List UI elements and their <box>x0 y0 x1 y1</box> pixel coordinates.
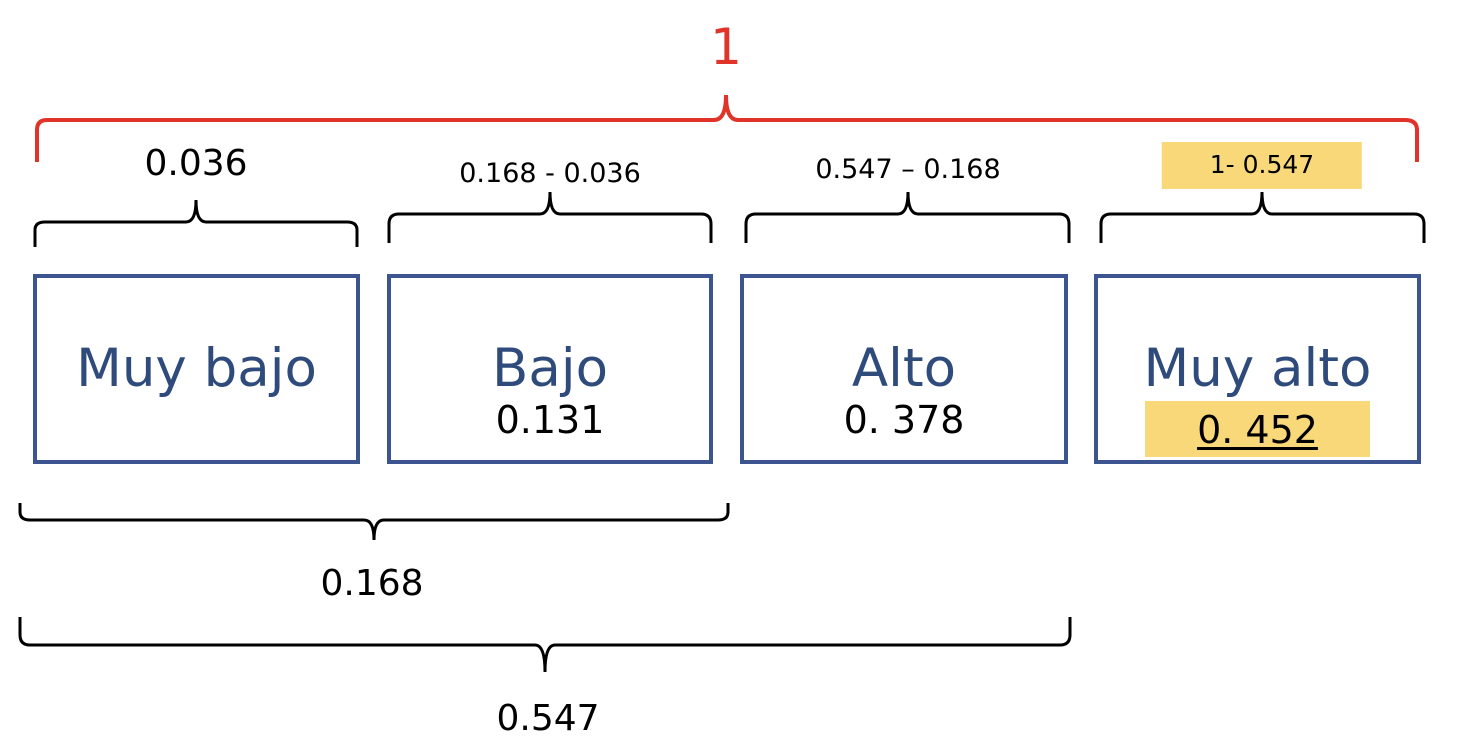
total-brace <box>35 94 1419 162</box>
brace-alto <box>744 191 1071 243</box>
box-value-bajo: 0.131 <box>495 398 605 442</box>
box-muy-alto: Muy alto 0. 452 <box>1094 274 1421 464</box>
box-alto: Alto 0. 378 <box>740 274 1068 464</box>
top-label-muy-alto: 1- 0.547 <box>1161 142 1363 189</box>
top-label-alto: 0.547 – 0.168 <box>815 154 1001 185</box>
total-label: 1 <box>710 18 742 76</box>
box-name-muy-bajo: Muy bajo <box>76 338 317 399</box>
box-name-alto: Alto <box>851 338 957 399</box>
cumulative-label-0547: 0.547 <box>496 698 600 739</box>
box-name-muy-alto: Muy alto <box>1143 338 1372 399</box>
brace-cumulative-0547 <box>18 617 1072 673</box>
box-value-alto: 0. 378 <box>843 398 965 442</box>
box-value-muy-alto: 0. 452 <box>1145 401 1370 457</box>
box-bajo: Bajo 0.131 <box>387 274 713 464</box>
box-muy-bajo: Muy bajo <box>33 274 360 464</box>
brace-cumulative-0168 <box>18 503 730 541</box>
cumulative-label-0168: 0.168 <box>320 563 424 604</box>
top-label-muy-bajo: 0.036 <box>144 143 248 184</box>
brace-muy-bajo <box>33 199 359 247</box>
top-label-bajo: 0.168 - 0.036 <box>459 158 641 189</box>
brace-bajo <box>387 191 713 243</box>
box-name-bajo: Bajo <box>492 338 608 399</box>
brace-muy-alto <box>1099 191 1426 243</box>
